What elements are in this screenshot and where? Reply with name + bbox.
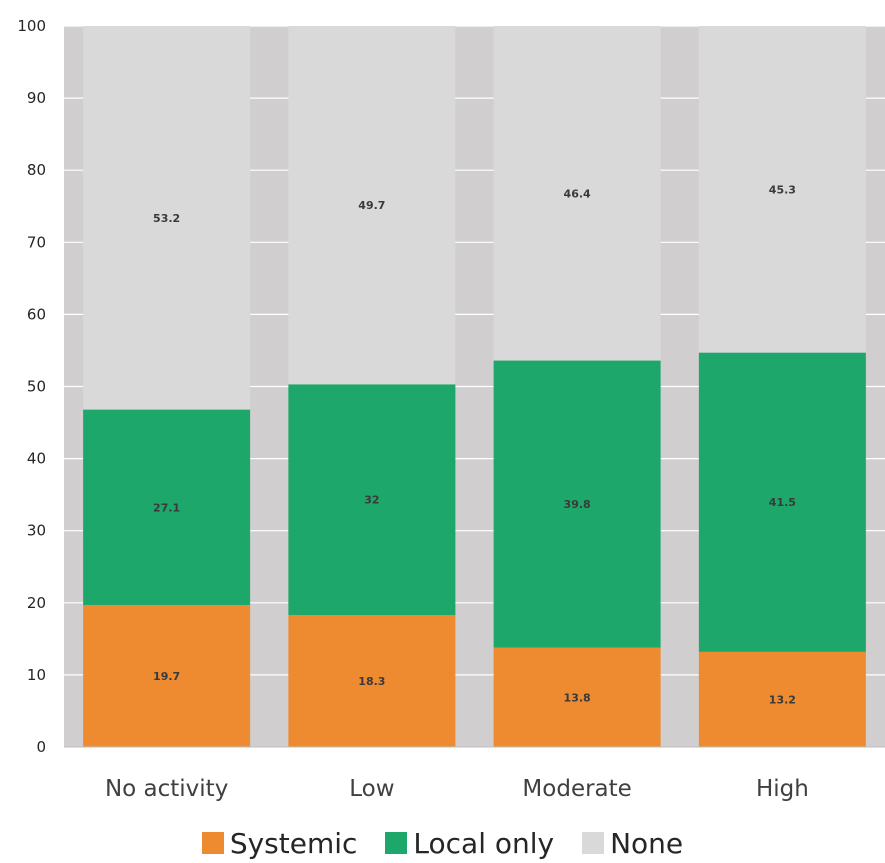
data-label-local-only: 27.1 <box>153 501 180 514</box>
bar-segment-none <box>698 26 866 353</box>
legend-label-local-only: Local only <box>413 826 555 860</box>
legend-item-none: None <box>582 827 683 860</box>
bar-segment-local-only <box>698 352 866 652</box>
bar-segment-systemic <box>698 651 866 747</box>
data-label-none: 45.3 <box>769 183 796 196</box>
category-label: Moderate <box>522 776 631 802</box>
legend-swatch-systemic <box>201 832 224 854</box>
y-tick-label: 40 <box>27 450 46 468</box>
data-label-systemic: 19.7 <box>153 670 180 683</box>
y-tick-label: 70 <box>27 233 46 251</box>
data-label-local-only: 39.8 <box>564 498 591 511</box>
bars <box>83 26 866 747</box>
bar-segment-none <box>83 26 251 410</box>
y-tick-label: 80 <box>27 161 46 179</box>
data-label-local-only: 41.5 <box>769 496 796 509</box>
legend-item-systemic: Systemic <box>201 826 358 860</box>
data-label-systemic: 13.8 <box>564 691 591 704</box>
category-label: High <box>756 776 809 802</box>
legend-item-local-only: Local only <box>385 827 554 860</box>
legend: Systemic Local only None <box>0 826 885 860</box>
category-label: No activity <box>105 776 228 802</box>
bar-segment-local-only <box>493 360 661 648</box>
data-labels: 19.7 27.1 53.2 18.3 32 49.7 13.8 39.8 46.4 13.2 41… <box>153 183 796 706</box>
data-label-systemic: 13.2 <box>769 693 796 706</box>
data-label-none: 46.4 <box>564 187 591 200</box>
y-tick-label: 30 <box>27 522 46 540</box>
y-tick-label: 50 <box>27 378 46 396</box>
legend-label-systemic: Systemic <box>229 826 358 860</box>
data-label-none: 53.2 <box>153 212 180 225</box>
y-tick-label: 10 <box>27 666 46 684</box>
bar-segment-systemic <box>83 604 251 747</box>
bar-segment-systemic <box>288 615 456 747</box>
y-tick-label: 20 <box>27 594 46 612</box>
data-label-local-only: 32 <box>364 494 379 507</box>
bar-segment-local-only <box>83 409 251 605</box>
data-label-systemic: 18.3 <box>358 675 385 688</box>
legend-label-none: None <box>610 826 684 860</box>
bar-segment-none <box>288 26 456 385</box>
data-label-none: 49.7 <box>358 199 385 212</box>
stacked-bar-chart: 0 10 20 30 40 50 60 70 80 90 100 19.7 27.1 53.2 18.3 3… <box>17 17 885 802</box>
category-label: Low <box>349 776 394 802</box>
category-labels: No activity Low Moderate High <box>105 776 809 802</box>
bar-segment-local-only <box>288 384 456 616</box>
y-tick-labels: 0 10 20 30 40 50 60 70 80 90 100 <box>17 17 46 756</box>
legend-swatch-local-only <box>385 832 408 854</box>
y-tick-label: 0 <box>36 738 46 756</box>
legend-swatch-none <box>582 832 605 854</box>
y-tick-label: 90 <box>27 89 46 107</box>
y-tick-label: 60 <box>27 305 46 323</box>
y-tick-label: 100 <box>17 17 46 35</box>
bar-segment-systemic <box>493 647 661 747</box>
bar-segment-none <box>493 26 661 361</box>
